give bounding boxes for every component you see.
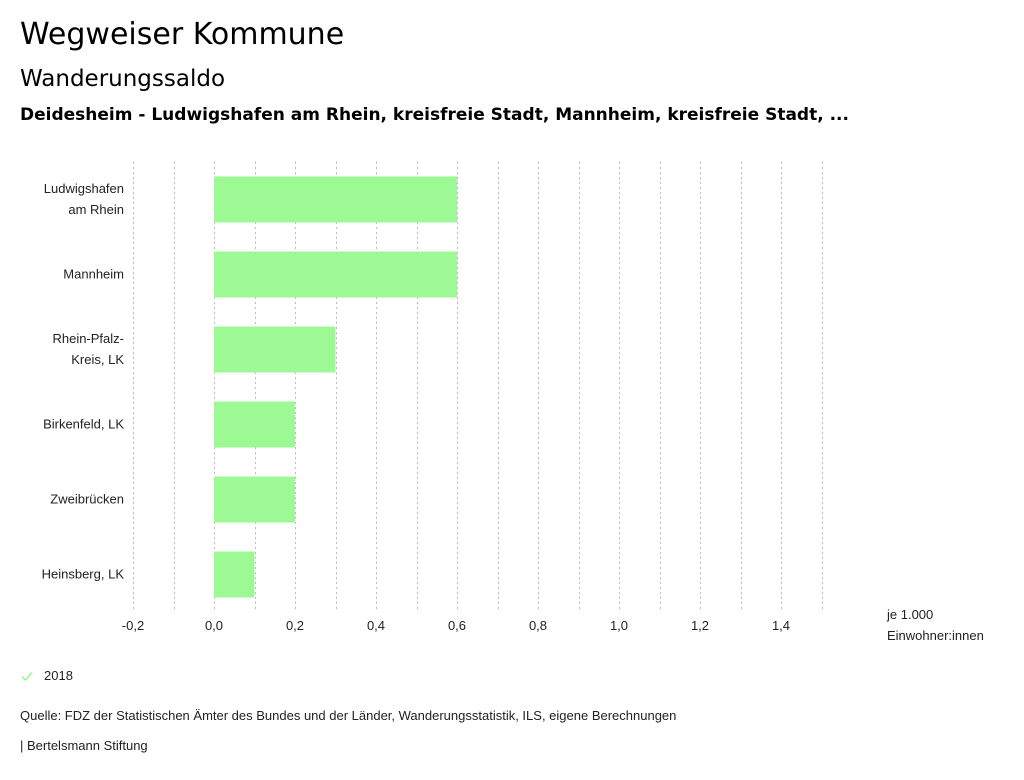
category-label: Ludwigshafen am Rhein bbox=[44, 181, 124, 217]
x-axis-ticks: -0,2 0,0 0,2 0,4 0,6 0,8 1,0 1,2 1,4 bbox=[122, 618, 790, 633]
x-tick-label: 0,6 bbox=[448, 618, 466, 633]
category-label: Birkenfeld, LK bbox=[43, 417, 124, 432]
category-labels: Ludwigshafen am Rhein Mannheim Rhein-Pfalz-… bbox=[42, 181, 125, 582]
unit-line-2: Einwohner:innen bbox=[887, 628, 984, 643]
category-label: Mannheim bbox=[63, 267, 124, 282]
x-tick-label: 1,4 bbox=[772, 618, 790, 633]
bar[interactable] bbox=[214, 176, 457, 223]
bar[interactable] bbox=[214, 551, 255, 598]
unit-line-1: je 1.000 bbox=[887, 607, 934, 622]
x-tick-label: 0,4 bbox=[367, 618, 385, 633]
chart-subtitle: Wanderungssaldo bbox=[20, 66, 226, 92]
bar[interactable] bbox=[214, 401, 295, 448]
credit-note: | Bertelsmann Stiftung bbox=[20, 738, 148, 753]
x-axis-unit-label: je 1.000 Einwohner:innen bbox=[887, 604, 984, 646]
bar[interactable] bbox=[214, 326, 336, 373]
bar[interactable] bbox=[214, 251, 457, 298]
category-label: Zweibrücken bbox=[50, 492, 124, 507]
x-tick-label: 1,2 bbox=[691, 618, 709, 633]
legend-label: 2018 bbox=[44, 668, 73, 683]
gridlines bbox=[133, 162, 823, 612]
x-tick-label: 1,0 bbox=[610, 618, 628, 633]
source-note: Quelle: FDZ der Statistischen Ämter des … bbox=[20, 708, 677, 723]
x-tick-label: -0,2 bbox=[122, 618, 144, 633]
region-selection: Deidesheim - Ludwigshafen am Rhein, krei… bbox=[20, 105, 849, 125]
bar[interactable] bbox=[214, 476, 295, 523]
x-tick-label: 0,2 bbox=[286, 618, 304, 633]
x-tick-label: 0,8 bbox=[529, 618, 547, 633]
checkmark-icon bbox=[21, 671, 33, 681]
bars bbox=[214, 176, 457, 598]
legend-item-2018[interactable]: 2018 bbox=[20, 668, 73, 683]
bar-chart: Ludwigshafen am Rhein Mannheim Rhein-Pfalz-… bbox=[42, 162, 823, 633]
category-label: Rhein-Pfalz-Kreis, LK bbox=[52, 331, 124, 367]
page-title: Wegweiser Kommune bbox=[20, 17, 345, 52]
category-label: Heinsberg, LK bbox=[42, 567, 125, 582]
x-tick-label: 0,0 bbox=[205, 618, 223, 633]
